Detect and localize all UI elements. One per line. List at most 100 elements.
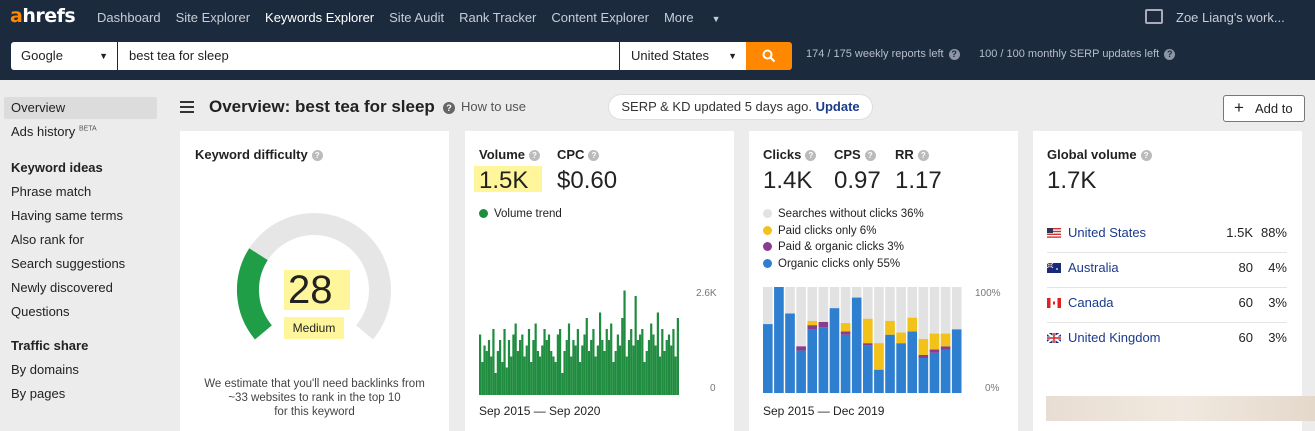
no-click-segment — [796, 287, 806, 393]
volume-trend-bar — [532, 340, 535, 395]
country-link[interactable]: Australia — [1068, 260, 1119, 275]
volume-trend-bar — [614, 351, 617, 395]
kd-title: Keyword difficulty? — [195, 147, 323, 162]
traffic-share-heading: Traffic share — [11, 338, 89, 353]
country-link[interactable]: Canada — [1068, 295, 1114, 310]
help-icon[interactable]: ? — [917, 150, 929, 161]
country-link[interactable]: United Kingdom — [1068, 330, 1161, 345]
volume-trend-bar — [510, 356, 513, 395]
monitor-icon[interactable] — [1145, 9, 1163, 24]
sidebar-item-overview[interactable]: Overview — [4, 97, 157, 119]
global-volume-title: Global volume? — [1047, 147, 1152, 162]
nav-links: Dashboard Site Explorer Keywords Explore… — [97, 10, 751, 25]
sidebar-item-also-rank-for[interactable]: Also rank for — [11, 232, 84, 247]
sidebar-item-ads-history[interactable]: Ads history BETA — [11, 124, 97, 139]
nav-keywords-explorer[interactable]: Keywords Explorer — [265, 10, 375, 25]
nav-site-explorer[interactable]: Site Explorer — [175, 10, 251, 25]
sidebar-item-phrase-match[interactable]: Phrase match — [11, 184, 92, 199]
clicks-y-min: 0% — [985, 383, 1000, 394]
paid-segment — [896, 332, 906, 344]
volume-trend-bar — [667, 334, 671, 395]
volume-highlight — [474, 166, 542, 192]
volume-trend-bar — [634, 296, 637, 395]
legend-dot-icon — [763, 209, 772, 218]
kd-label: Medium — [284, 317, 344, 339]
volume-trend-bar — [499, 340, 502, 395]
search-engine-select[interactable]: Google ▼ — [11, 42, 117, 70]
country-percent: 3% — [1268, 295, 1287, 310]
volume-trend-bar — [603, 351, 606, 395]
organic-segment — [896, 343, 906, 393]
volume-trend-bar — [481, 362, 484, 395]
plus-icon: + — [1234, 98, 1244, 117]
weekly-reports-limit: 174 / 175 weekly reports left? — [806, 48, 960, 60]
help-icon: ? — [443, 102, 455, 114]
global-volume-label: Global volume — [1047, 147, 1137, 162]
search-icon — [762, 49, 776, 63]
serp-update-notice: SERP & KD updated 5 days ago. Update — [609, 95, 872, 119]
workspace-menu[interactable]: Zoe Liang's work... — [1176, 10, 1285, 25]
volume-trend-bar — [514, 323, 517, 395]
kd-value-highlight — [284, 270, 350, 310]
country-link[interactable]: United States — [1068, 225, 1147, 240]
volume-trend-legend: Volume trend — [479, 208, 562, 220]
volume-trend-bar — [496, 351, 499, 395]
ahrefs-logo[interactable]: ahrefs — [10, 5, 76, 27]
volume-trend-chart — [479, 290, 679, 395]
help-icon[interactable]: ? — [948, 48, 960, 60]
nav-content-explorer[interactable]: Content Explorer — [551, 10, 649, 25]
volume-trend-bar — [503, 329, 506, 395]
country-volume: 60 — [1238, 330, 1253, 345]
organic-segment — [874, 369, 884, 393]
cpc-title: CPC? — [557, 147, 600, 162]
nav-rank-tracker[interactable]: Rank Tracker — [459, 10, 537, 25]
update-link[interactable]: Update — [815, 99, 860, 114]
sidebar-item-questions[interactable]: Questions — [11, 304, 70, 319]
volume-trend-bar — [627, 340, 631, 395]
help-icon[interactable]: ? — [1164, 48, 1176, 60]
help-icon[interactable]: ? — [529, 150, 540, 161]
nav-more[interactable]: More ▼ — [664, 10, 736, 25]
organic-segment — [763, 324, 773, 393]
country-volume: 60 — [1238, 295, 1253, 310]
paid-segment — [807, 320, 818, 326]
volume-trend-bar — [530, 362, 533, 395]
page-title: Overview: best tea for sleep — [209, 97, 435, 116]
global-volume-value: 1.7K — [1047, 167, 1097, 194]
organic-segment — [818, 327, 829, 393]
help-icon[interactable]: ? — [588, 150, 600, 161]
kd-title-label: Keyword difficulty — [195, 147, 308, 162]
add-to-button[interactable]: + Add to — [1223, 95, 1305, 122]
keyword-input[interactable]: best tea for sleep — [118, 42, 619, 70]
volume-trend-bar — [599, 312, 602, 395]
nav-dashboard[interactable]: Dashboard — [97, 10, 161, 25]
how-to-use-link[interactable]: ? How to use — [443, 99, 526, 114]
help-icon[interactable]: ? — [864, 150, 876, 161]
paid-organic-segment — [796, 346, 806, 351]
menu-icon[interactable] — [180, 101, 194, 116]
paid-segment — [940, 333, 951, 347]
help-icon[interactable]: ? — [311, 150, 323, 161]
sidebar-item-having-same-terms[interactable]: Having same terms — [11, 208, 123, 223]
volume-trend-bar — [570, 356, 573, 395]
nav-site-audit[interactable]: Site Audit — [389, 10, 445, 25]
sidebar-item-by-domains[interactable]: By domains — [11, 362, 79, 377]
help-icon[interactable]: ? — [1140, 150, 1152, 161]
volume-trend-bar — [554, 362, 557, 395]
country-select[interactable]: United States ▼ — [620, 42, 746, 70]
volume-trend-bar — [565, 340, 568, 395]
clicks-chart — [763, 287, 962, 393]
volume-trend-bar — [645, 351, 648, 395]
clicks-title: Clicks? — [763, 147, 817, 162]
volume-trend-bar — [665, 340, 668, 395]
volume-trend-bar — [619, 345, 622, 395]
sidebar-item-newly-discovered[interactable]: Newly discovered — [11, 280, 113, 295]
paid-organic-segment — [863, 343, 873, 346]
search-button[interactable] — [746, 42, 792, 70]
sidebar-item-search-suggestions[interactable]: Search suggestions — [11, 256, 126, 271]
help-icon[interactable]: ? — [805, 150, 817, 161]
ads-history-label: Ads history — [11, 124, 76, 139]
serp-updates-text: 100 / 100 monthly SERP updates left — [979, 48, 1160, 60]
volume-trend-bar — [632, 345, 635, 395]
sidebar-item-by-pages[interactable]: By pages — [11, 386, 66, 401]
